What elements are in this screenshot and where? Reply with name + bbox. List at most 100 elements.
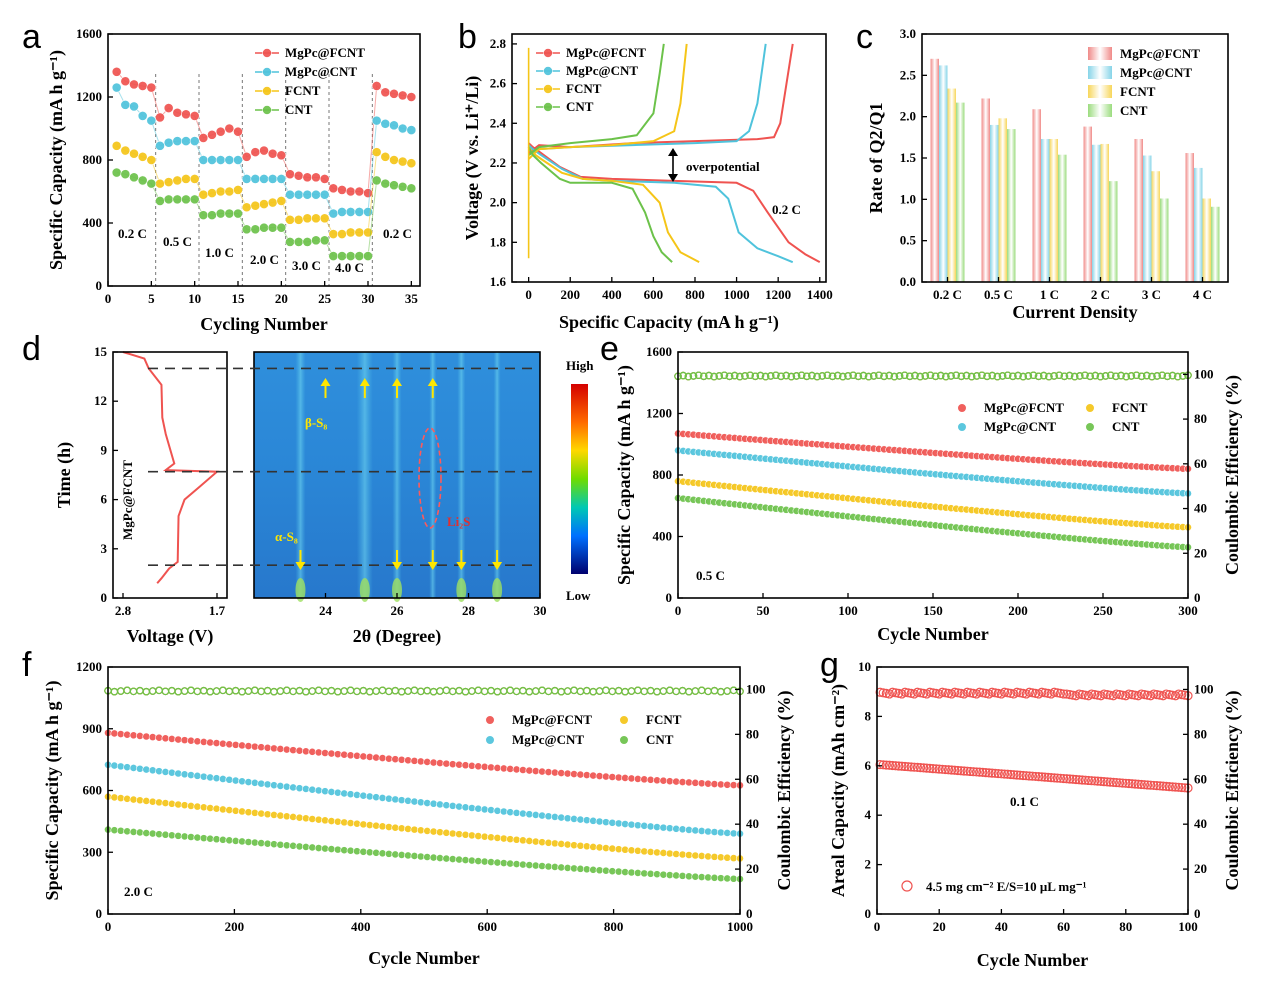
y-tick-label: 2.8 (490, 36, 507, 51)
efficiency-point (723, 687, 732, 695)
efficiency-point (1142, 690, 1153, 700)
efficiency-point (595, 687, 604, 695)
data-point (293, 214, 304, 225)
capacity-point (372, 821, 381, 830)
y2-tick-label: 40 (1194, 501, 1207, 516)
x-tick-label: 1400 (807, 287, 833, 302)
capacity-point (493, 833, 502, 842)
peak-arrow-head (392, 378, 402, 386)
efficiency-point (334, 687, 342, 696)
efficiency-point (538, 686, 546, 695)
capacity-point (231, 837, 240, 845)
legend-marker (957, 403, 967, 413)
bar (1049, 138, 1058, 282)
efficiency-point (531, 687, 540, 695)
efficiency-point (614, 686, 623, 695)
capacity-point (1031, 771, 1041, 782)
capacity-point (372, 793, 381, 802)
efficiency-point (906, 688, 916, 698)
bar (1007, 129, 1016, 282)
capacity-point (576, 815, 585, 824)
data-point (111, 167, 122, 178)
efficiency-point (1052, 688, 1062, 698)
x-tick-label: 1200 (765, 287, 791, 302)
efficiency-point (199, 686, 208, 695)
efficiency-point (1003, 688, 1013, 698)
efficiency-point (1096, 372, 1105, 381)
capacity-point (1096, 776, 1106, 786)
y-tick-label: 4 (865, 807, 872, 822)
capacity-point (142, 732, 151, 741)
capacity-point (397, 824, 406, 833)
bar (956, 102, 965, 282)
capacity-point (589, 842, 598, 851)
y2-tick-label: 60 (1194, 771, 1207, 786)
rate-label: 0.2 C (772, 202, 801, 217)
capacity-point (448, 801, 457, 810)
capacity-point (212, 739, 221, 747)
capacity-point (308, 843, 317, 852)
capacity-point (155, 767, 163, 776)
rate-label: 0.5 C (696, 568, 725, 583)
efficiency-point (353, 687, 361, 696)
beta-s8-label: β-S₈ (305, 415, 327, 430)
efficiency-point (1080, 690, 1090, 700)
data-point (181, 173, 191, 184)
capacity-point (295, 813, 304, 822)
curve-charge (528, 43, 665, 156)
capacity-point (136, 732, 144, 740)
capacity-point (1003, 769, 1013, 779)
capacity-point (353, 791, 361, 799)
legend-marker (1085, 403, 1095, 413)
data-point (267, 222, 278, 233)
capacity-point (1118, 778, 1128, 788)
y-tick-label: 1600 (646, 344, 672, 359)
efficiency-point (823, 371, 832, 380)
capacity-point (894, 761, 904, 771)
data-point (207, 129, 217, 140)
efficiency-point (1045, 372, 1053, 381)
capacity-point (238, 837, 246, 846)
efficiency-point (1130, 690, 1140, 700)
efficiency-point (410, 686, 419, 695)
efficiency-point (931, 372, 940, 381)
capacity-point (672, 824, 681, 833)
capacity-point (110, 729, 119, 738)
efficiency-point (212, 687, 221, 695)
capacity-point (1024, 771, 1034, 781)
capacity-point (614, 819, 623, 828)
efficiency-point (1112, 372, 1120, 381)
data-point (397, 123, 408, 134)
efficiency-point (691, 687, 700, 695)
efficiency-point (741, 372, 749, 380)
capacity-point (225, 775, 234, 784)
capacity-point (646, 848, 655, 856)
efficiency-point (282, 686, 291, 695)
data-point (363, 251, 373, 261)
efficiency-point (1062, 689, 1072, 699)
efficiency-point (1164, 690, 1174, 700)
data-point (311, 213, 321, 224)
y2-tick-label: 20 (746, 861, 759, 876)
data-point (293, 189, 304, 200)
sulfur-peak (392, 578, 402, 602)
efficiency-point (429, 687, 438, 696)
capacity-point (314, 815, 323, 824)
data-point (319, 189, 330, 200)
x-tick-label: 800 (685, 287, 705, 302)
efficiency-point (978, 371, 986, 380)
efficiency-point (953, 688, 963, 698)
data-point (129, 172, 139, 183)
efficiency-point (1167, 690, 1178, 700)
efficiency-point (1179, 372, 1187, 380)
efficiency-point (110, 687, 119, 696)
capacity-point (1111, 777, 1122, 788)
efficiency-point (869, 372, 878, 380)
capacity-point (199, 834, 208, 843)
efficiency-point (972, 372, 981, 380)
y-tick-label: 0 (666, 590, 673, 605)
x-tick-label: 0 (105, 291, 112, 306)
capacity-point (1161, 781, 1171, 791)
efficiency-point (699, 372, 708, 381)
y-tick-label: 1.8 (490, 234, 507, 249)
